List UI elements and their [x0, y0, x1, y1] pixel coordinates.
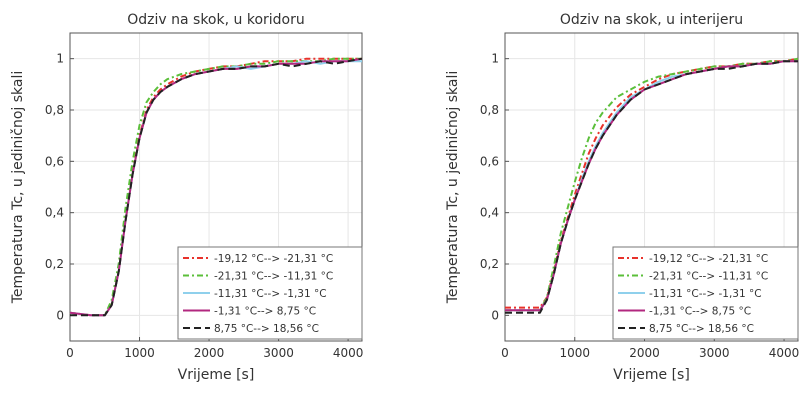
- y-tick-label: 1: [56, 52, 64, 66]
- legend-label-1: -19,12 °C--> -21,31 °C: [214, 253, 333, 265]
- y-tick-label: 0,2: [45, 257, 64, 271]
- x-tick-label: 3000: [263, 346, 294, 360]
- x-tick-label: 0: [501, 346, 509, 360]
- y-tick-label: 0,8: [45, 103, 64, 117]
- y-tick-label: 0,4: [480, 206, 499, 220]
- x-tick-label: 4000: [333, 346, 364, 360]
- legend-label-1: -19,12 °C--> -21,31 °C: [649, 253, 768, 265]
- series-line-5: [505, 60, 798, 314]
- y-tick-label: 0,2: [480, 257, 499, 271]
- axes-frame: [504, 32, 799, 342]
- chart-corridor: 0 1000 2000 3000 4000 0 0,2 0,4 0,6 0,8 1 Odziv na …: [10, 12, 363, 383]
- series-line-2: [505, 57, 799, 312]
- legend: -19,12 °C--> -21,31 °C -21,31 °C--> -11,3…: [177, 246, 363, 340]
- y-tick-label: 0: [491, 308, 499, 322]
- series-line-5: [70, 57, 363, 317]
- y-axis-label: Temperatura Tc, u jediničnoj skali: [445, 71, 461, 305]
- legend: -19,12 °C--> -21,31 °C -21,31 °C--> -11,3…: [612, 246, 799, 340]
- y-tick-label: 0,6: [45, 154, 64, 168]
- y-tick-label: 0,4: [45, 206, 64, 220]
- x-axis-label: Vrijeme [s]: [178, 367, 255, 383]
- legend-label-3: -11,31 °C--> -1,31 °C: [649, 288, 762, 300]
- x-tick-label: 1000: [124, 346, 155, 360]
- x-tick-label: 4000: [769, 346, 800, 360]
- legend-label-3: -11,31 °C--> -1,31 °C: [214, 288, 327, 300]
- y-tick-label: 0,6: [480, 154, 499, 168]
- y-tick-label: 0: [56, 308, 64, 322]
- x-axis-label: Vrijeme [s]: [613, 367, 690, 383]
- legend-label-4: -1,31 °C--> 8,75 °C: [649, 306, 751, 318]
- chart-title: Odziv na skok, u interijeru: [560, 12, 743, 28]
- chart-interior: 0 1000 2000 3000 4000 0 0,2 0,4 0,6 0,8 1 Odziv na …: [445, 12, 799, 383]
- x-tick-label: 0: [66, 346, 74, 360]
- legend-label-2: -21,31 °C--> -11,31 °C: [214, 271, 333, 283]
- legend-label-2: -21,31 °C--> -11,31 °C: [649, 271, 768, 283]
- y-tick-label: 1: [491, 52, 499, 66]
- legend-label-4: -1,31 °C--> 8,75 °C: [214, 306, 316, 318]
- x-tick-label: 2000: [629, 346, 660, 360]
- axes-frame: [69, 32, 363, 342]
- y-axis-label: Temperatura Tc, u jediničnoj skali: [10, 71, 26, 305]
- legend-label-5: 8,75 °C--> 18,56 °C: [649, 323, 754, 335]
- x-tick-label: 1000: [559, 346, 590, 360]
- x-tick-label: 2000: [194, 346, 225, 360]
- x-tick-label: 3000: [699, 346, 730, 360]
- y-tick-label: 0,8: [480, 103, 499, 117]
- chart-title: Odziv na skok, u koridoru: [127, 12, 304, 28]
- legend-label-5: 8,75 °C--> 18,56 °C: [214, 323, 319, 335]
